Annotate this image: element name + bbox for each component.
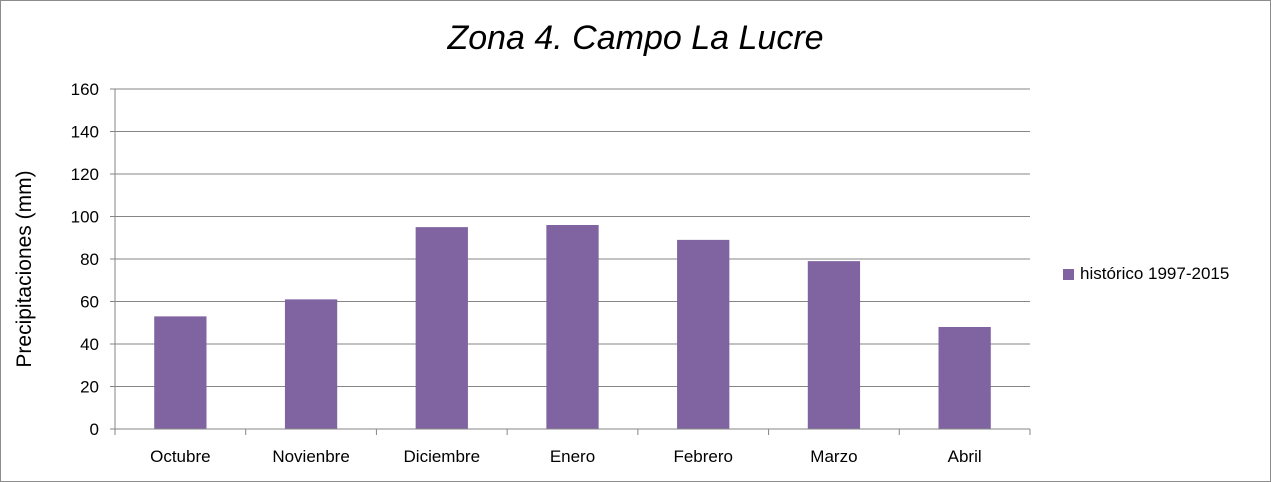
bar-enero [546,225,599,429]
x-tick-label: Novienbre [272,447,350,466]
bar-diciembre [415,227,468,429]
x-tick-labels: Octubre Novienbre Diciembre Enero Febrero Mar… [150,447,982,466]
x-tick-label: Abril [948,447,982,466]
legend-swatch [1063,268,1074,280]
legend-label: histórico 1997-2015 [1080,264,1230,283]
bar-octubre [154,316,207,429]
x-tick-label: Diciembre [404,447,481,466]
y-tick-label: 160 [71,80,99,99]
bar-novienbre [284,299,338,429]
bar-febrero [677,239,730,429]
x-tick-label: Octubre [150,447,210,466]
bar-abril [938,327,991,429]
x-tick-label: Febrero [673,447,733,466]
x-tick-label: Marzo [810,447,857,466]
bars [154,225,991,429]
y-tick-label: 80 [80,250,99,269]
y-axis-label: Precipitaciones (mm) [13,170,36,367]
legend: histórico 1997-2015 [1063,264,1229,284]
y-tick-label: 140 [71,123,99,142]
y-tick-label: 40 [80,335,99,354]
y-tick-label: 60 [80,293,99,312]
y-tick-label: 20 [80,378,99,397]
y-tick-label: 0 [90,420,99,439]
y-tick-labels: 0 20 40 60 80 100 120 140 160 [71,80,99,439]
y-tick-label: 120 [71,165,99,184]
bar-marzo [807,261,861,429]
y-tick-label: 100 [71,208,99,227]
x-tick-label: Enero [550,447,595,466]
chart-title: Zona 4. Campo La Lucre [447,19,824,57]
axes [114,89,1031,435]
